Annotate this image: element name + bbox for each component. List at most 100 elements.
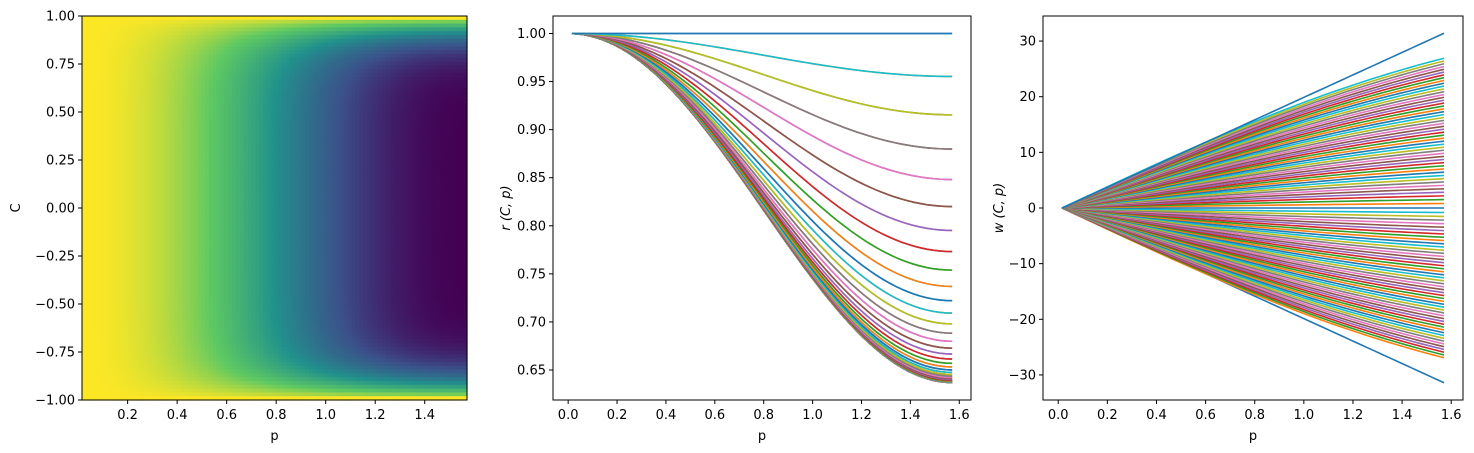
heatmap-cell	[239, 331, 245, 336]
heatmap-cell	[147, 69, 152, 74]
heatmap-cell	[155, 133, 160, 139]
heatmap-cell	[255, 111, 260, 116]
heatmap-cell	[170, 179, 175, 184]
heatmap-cell	[178, 297, 183, 302]
heatmap-cell	[162, 308, 168, 314]
heatmap-cell	[116, 209, 122, 215]
heatmap-cell	[159, 156, 164, 162]
heatmap-cell	[132, 278, 137, 283]
heatmap-cell	[247, 278, 252, 283]
heatmap-cell	[174, 278, 179, 283]
heatmap-cell	[143, 266, 149, 272]
heatmap-cell	[89, 57, 95, 63]
heatmap-cell	[108, 209, 114, 215]
heatmap-cell	[247, 57, 252, 63]
heatmap-cell	[135, 206, 141, 211]
heatmap-cell	[247, 365, 252, 371]
heatmap-cell	[255, 88, 260, 93]
heatmap-cell	[262, 122, 268, 127]
heatmap-cell	[209, 92, 214, 97]
heatmap-cell	[82, 380, 87, 386]
heatmap-cell	[228, 342, 233, 348]
heatmap-cell	[178, 50, 183, 55]
heatmap-cell	[170, 160, 175, 165]
heatmap-cell	[262, 111, 268, 116]
heatmap-cell	[228, 278, 233, 283]
heatmap-cell	[209, 251, 214, 257]
heatmap-cell	[116, 331, 122, 336]
heatmap-cell	[189, 187, 195, 192]
heatmap-cell	[120, 358, 125, 363]
heatmap-cell	[151, 346, 156, 352]
heatmap-cell	[259, 396, 264, 401]
heatmap-cell	[101, 31, 106, 36]
heatmap-cell	[108, 225, 114, 230]
heatmap-cell	[197, 179, 202, 184]
heatmap-cell	[112, 38, 118, 44]
heatmap-cell	[170, 95, 175, 101]
heatmap-cell	[216, 213, 222, 219]
heatmap-cell	[259, 316, 264, 321]
heatmap-cell	[135, 251, 141, 257]
heatmap-cell	[266, 346, 272, 352]
heatmap-cell	[162, 304, 168, 310]
heatmap-cell	[185, 111, 191, 116]
heatmap-cell	[189, 194, 195, 200]
heatmap-cell	[120, 160, 125, 165]
heatmap-cell	[124, 206, 129, 211]
heatmap-cell	[108, 392, 114, 397]
heatmap-cell	[212, 213, 218, 219]
heatmap-cell	[216, 217, 222, 222]
heatmap-cell	[155, 206, 160, 211]
heatmap-cell	[216, 156, 222, 162]
heatmap-cell	[174, 187, 179, 192]
heatmap-cell	[232, 168, 237, 173]
heatmap-cell	[93, 50, 98, 55]
heatmap-cell	[232, 137, 237, 143]
heatmap-cell	[97, 88, 102, 93]
heatmap-cell	[112, 388, 118, 393]
heatmap-cell	[108, 57, 114, 63]
heatmap-cell	[201, 350, 206, 355]
heatmap-cell	[255, 221, 260, 226]
heatmap-cell	[116, 289, 122, 295]
heatmap-cell	[139, 114, 145, 120]
heatmap-cell	[262, 27, 268, 32]
heatmap-cell	[182, 145, 187, 150]
heatmap-cell	[101, 73, 106, 78]
heatmap-cell	[166, 232, 172, 238]
heatmap-cell	[216, 80, 222, 86]
heatmap-cell	[255, 168, 260, 173]
heatmap-cell	[259, 373, 264, 378]
heatmap-cell	[162, 122, 168, 127]
heatmap-cell	[101, 274, 106, 279]
heatmap-cell	[82, 289, 87, 295]
heatmap-cell	[205, 304, 210, 310]
heatmap-cell	[266, 103, 272, 108]
heatmap-cell	[201, 46, 206, 51]
heatmap-cell	[174, 171, 179, 177]
heatmap-cell	[189, 164, 195, 169]
heatmap-cell	[185, 202, 191, 207]
heatmap-cell	[128, 50, 133, 55]
heatmap-cell	[232, 171, 237, 177]
heatmap-cell	[255, 69, 260, 74]
heatmap-cell	[151, 270, 156, 276]
heatmap-cell	[82, 236, 87, 241]
heatmap-cell	[132, 358, 137, 363]
heatmap-cell	[224, 141, 229, 146]
heatmap-cell	[116, 190, 122, 196]
heatmap-cell	[259, 80, 264, 86]
heatmap-cell	[120, 137, 125, 143]
heatmap-cell	[232, 35, 237, 40]
heatmap-cell	[105, 164, 110, 169]
heatmap-cell	[255, 50, 260, 55]
heatmap-cell	[205, 361, 210, 367]
heatmap-cell	[185, 145, 191, 150]
heatmap-cell	[155, 80, 160, 86]
heatmap-cell	[201, 118, 206, 124]
heatmap-cell	[105, 392, 110, 397]
heatmap-cell	[247, 358, 252, 363]
heatmap-cell	[82, 202, 87, 207]
heatmap-cell	[166, 175, 172, 181]
